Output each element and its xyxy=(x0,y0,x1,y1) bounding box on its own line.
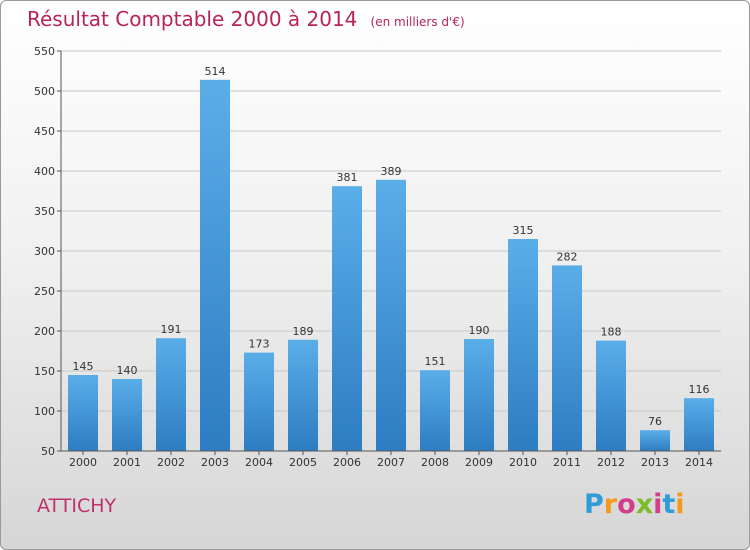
logo-letter: t xyxy=(662,489,676,520)
bar-2011 xyxy=(552,265,582,451)
town-name: ATTICHY xyxy=(37,495,117,517)
value-label-2000: 145 xyxy=(73,360,94,373)
value-label-2008: 151 xyxy=(425,355,446,368)
chart-subtitle: (en milliers d'€) xyxy=(370,15,465,29)
x-tick-label-2013: 2013 xyxy=(641,456,669,469)
bar-2009 xyxy=(464,339,494,451)
value-label-2009: 190 xyxy=(469,324,490,337)
y-axis-ticks: 50 100 150 200 250 300 350 400 450 500 550 xyxy=(34,45,61,458)
x-axis-ticks: 2000 2001 2002 2003 2004 2005 2006 2007 2008 2009… xyxy=(69,451,713,469)
logo-letter: r xyxy=(603,489,618,520)
x-tick-label-2014: 2014 xyxy=(685,456,713,469)
logo-letter: x xyxy=(635,489,654,520)
value-label-2013: 76 xyxy=(648,415,662,428)
value-label-2005: 189 xyxy=(293,325,314,338)
bar-2013 xyxy=(640,430,670,451)
y-tick-label: 450 xyxy=(34,125,55,138)
y-tick-label: 400 xyxy=(34,165,55,178)
y-tick-label: 100 xyxy=(34,405,55,418)
value-label-2001: 140 xyxy=(117,364,138,377)
x-tick-label-2008: 2008 xyxy=(421,456,449,469)
logo-letter: i xyxy=(675,489,685,520)
x-tick-label-2007: 2007 xyxy=(377,456,405,469)
bar-2010 xyxy=(508,239,538,451)
x-tick-label-2003: 2003 xyxy=(201,456,229,469)
y-tick-label: 50 xyxy=(41,445,55,458)
title-block: Résultat Comptable 2000 à 2014 (en milli… xyxy=(27,7,465,31)
value-label-2010: 315 xyxy=(513,224,534,237)
y-tick-label: 250 xyxy=(34,285,55,298)
bar-2004 xyxy=(244,352,274,451)
logo-letter: o xyxy=(617,489,636,520)
value-label-2002: 191 xyxy=(161,323,182,336)
bar-2000 xyxy=(68,375,98,451)
bar-2007 xyxy=(376,179,406,452)
value-label-2003: 514 xyxy=(205,65,226,78)
x-tick-label-2001: 2001 xyxy=(113,456,141,469)
x-tick-label-2002: 2002 xyxy=(157,456,185,469)
y-tick-label: 200 xyxy=(34,325,55,338)
x-tick-label-2012: 2012 xyxy=(597,456,625,469)
proxiti-logo: Proxiti xyxy=(584,489,685,520)
value-label-2014: 116 xyxy=(689,383,710,396)
value-labels: 145 140 191 514 173 189 381 389 151 190 315 282 188 7… xyxy=(73,65,710,428)
bar-2006 xyxy=(332,186,362,451)
y-tick-label: 500 xyxy=(34,85,55,98)
bar-2001 xyxy=(112,379,142,451)
x-tick-label-2010: 2010 xyxy=(509,456,537,469)
bar-2012 xyxy=(596,340,626,451)
bar-2003 xyxy=(200,79,230,452)
bar-2008 xyxy=(420,370,450,451)
y-tick-label: 350 xyxy=(34,205,55,218)
bar-2002 xyxy=(156,338,186,451)
value-label-2006: 381 xyxy=(337,171,358,184)
x-tick-label-2000: 2000 xyxy=(69,456,97,469)
y-tick-label: 150 xyxy=(34,365,55,378)
value-label-2007: 389 xyxy=(381,165,402,178)
x-tick-label-2006: 2006 xyxy=(333,456,361,469)
x-tick-label-2011: 2011 xyxy=(553,456,581,469)
x-tick-label-2004: 2004 xyxy=(245,456,273,469)
y-tick-label: 550 xyxy=(34,45,55,58)
value-label-2012: 188 xyxy=(601,326,622,339)
value-label-2011: 282 xyxy=(557,250,578,263)
bar-2005 xyxy=(288,339,318,451)
axes xyxy=(60,51,721,452)
logo-letter: P xyxy=(584,489,604,520)
logo-letter: i xyxy=(653,489,663,520)
bars xyxy=(68,79,714,452)
x-tick-label-2009: 2009 xyxy=(465,456,493,469)
bar-2014 xyxy=(684,398,714,451)
chart-title: Résultat Comptable 2000 à 2014 xyxy=(27,7,358,31)
x-tick-label-2005: 2005 xyxy=(289,456,317,469)
value-label-2004: 173 xyxy=(249,338,270,351)
y-tick-label: 300 xyxy=(34,245,55,258)
